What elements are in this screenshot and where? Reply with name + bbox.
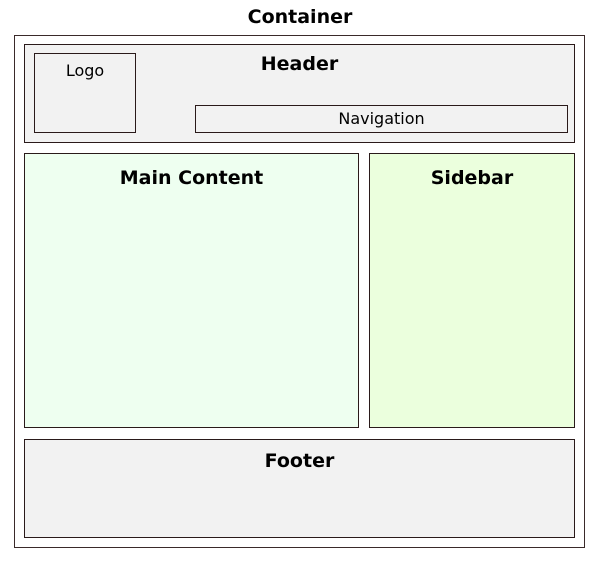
navigation-label: Navigation xyxy=(338,109,425,128)
sidebar-box: Sidebar xyxy=(369,153,575,428)
main-content-label: Main Content xyxy=(119,167,264,189)
footer-box: Footer xyxy=(24,439,575,538)
footer-label: Footer xyxy=(264,450,335,472)
logo-label: Logo xyxy=(65,61,105,80)
logo-box: Logo xyxy=(34,53,136,133)
header-label: Header xyxy=(260,53,339,75)
container-title: Container xyxy=(247,6,353,28)
main-content-box: Main Content xyxy=(24,153,359,428)
sidebar-label: Sidebar xyxy=(430,167,514,189)
navigation-box: Navigation xyxy=(195,105,568,133)
